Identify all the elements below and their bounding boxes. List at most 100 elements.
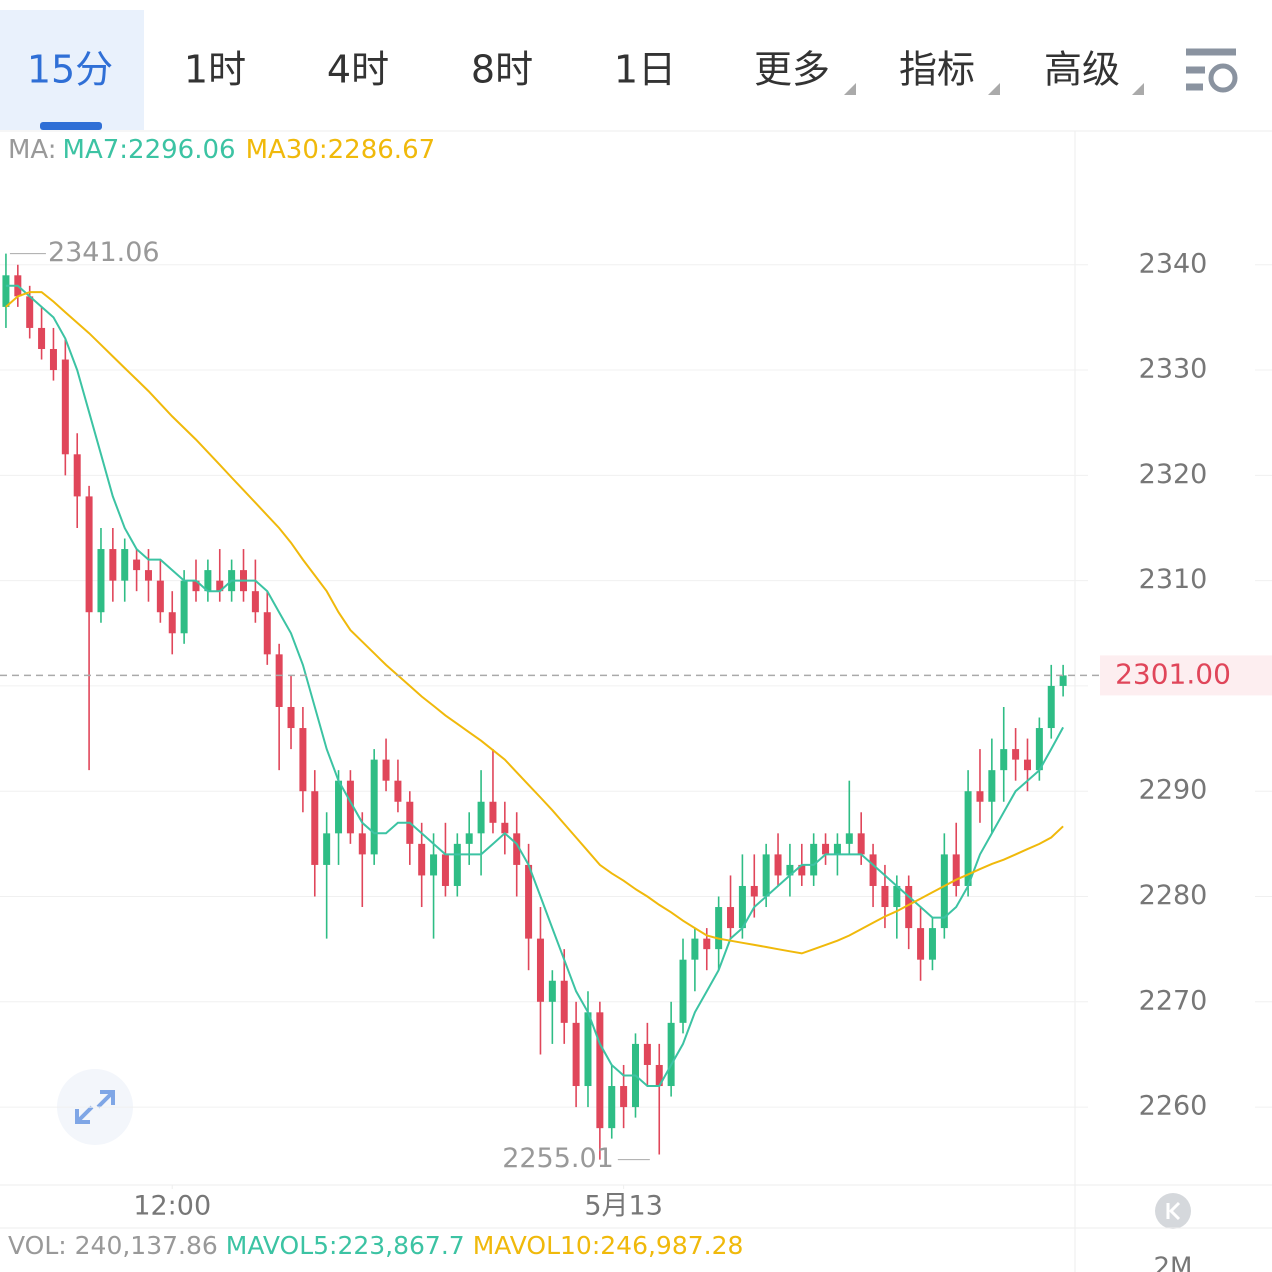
candle-body [192,580,200,592]
scroll-end-button[interactable] [1155,1193,1191,1229]
candle-body [477,801,485,834]
timeframe-tab[interactable]: 更多 [754,48,830,92]
candle-body [940,854,948,929]
candle-body [453,843,461,886]
candle-body [144,570,152,581]
timeframe-tab[interactable]: 指标 [899,48,975,92]
candle-body [121,549,129,581]
candle-body [917,928,925,960]
candle-body [38,327,46,350]
candle-body [49,349,57,371]
candle-body [85,496,93,613]
candle-body [786,864,794,876]
candle-body [655,1064,663,1087]
candle-body [430,854,438,876]
candle-body [133,559,141,571]
y-tick-label: 2290 [1139,775,1208,806]
legend-entry: MA7:2296.06 [63,135,236,165]
candle-body [275,654,283,707]
candle-body [180,580,188,634]
volume-axis-label: 2M [1154,1253,1193,1272]
candle-body [489,801,497,823]
candle-body [1000,749,1008,771]
candle-body [881,885,889,908]
candle-body [869,854,877,886]
candle-body [1035,728,1043,771]
candle-body [97,549,105,613]
candle-body [643,1043,651,1065]
y-tick-label: 2270 [1139,985,1208,1016]
candle-body [988,770,996,802]
timeframe-tab[interactable]: 1时 [184,48,246,92]
last-price-label: 2301.00 [1115,657,1231,690]
candle-body [1012,749,1020,760]
candle-body [727,907,735,929]
timeframe-tab[interactable]: 1日 [614,48,676,92]
candle-body [548,980,556,1002]
candle-body [323,833,331,865]
candle-body [263,612,271,655]
timeframe-tab[interactable]: 高级 [1044,48,1120,92]
candle-body [822,843,830,855]
candle-body [857,833,865,855]
x-tick-label: 5月13 [584,1191,663,1222]
candle-body [893,885,901,908]
candle-body [382,759,390,781]
candle-body [620,1086,628,1108]
y-tick-label: 2320 [1139,459,1208,490]
candle-body [691,938,699,960]
candle-body [560,980,568,1023]
min-label: 2255.01 [502,1143,614,1174]
settings-icon[interactable] [1186,48,1238,93]
max-label: 2341.06 [48,237,160,268]
y-tick-label: 2340 [1139,248,1208,279]
candle-body [525,864,533,939]
volume-legend: VOL: 240,137.86 MAVOL5:223,867.7 MAVOL10:2… [8,1231,743,1260]
ma-line [5,291,1064,955]
candle-body [703,938,711,950]
candle-body [441,854,449,886]
candle-body [109,549,117,581]
candle-body [1023,759,1031,771]
candle-body [738,885,746,929]
candle-body [928,928,936,960]
candle-body [667,1022,675,1087]
candle-body [370,759,378,855]
candle-body [608,1086,616,1129]
candle-body [287,706,295,729]
candle-body [964,791,972,886]
y-tick-label: 2280 [1139,880,1208,911]
candle-body [679,959,687,1023]
ma-prefix: MA: [8,135,57,165]
volume-label: MAVOL5:223,867.7 [226,1231,465,1260]
volume-label: VOL: 240,137.86 [8,1231,218,1260]
candle-body [335,780,343,834]
candle-body [418,843,426,876]
candle-body [513,833,521,865]
candle-body [952,854,960,886]
dropdown-arrows [844,83,1144,95]
active-tab-indicator [40,122,102,130]
candle-body [833,843,841,855]
candle-body [311,791,319,865]
candle-body [774,854,782,876]
legend-entry: MA30:2286.67 [246,135,436,165]
candle-body [26,296,34,328]
candle-body [572,1022,580,1087]
timeframe-tab[interactable]: 4时 [327,48,389,92]
timeframe-tab[interactable]: 8时 [471,48,533,92]
candle-body [465,833,473,844]
candle-body [216,580,224,592]
candle-body [596,1012,604,1129]
timeframe-tab[interactable]: 15分 [27,48,113,92]
last-price-tag [1100,655,1272,696]
candle-body [976,791,984,802]
candle-body [1047,685,1055,729]
candle-body [536,938,544,1002]
candle-body [251,591,259,613]
candle-body [762,854,770,897]
candle-body [501,822,509,834]
candle-body [204,570,212,592]
volume-label: MAVOL10:246,987.28 [473,1231,744,1260]
